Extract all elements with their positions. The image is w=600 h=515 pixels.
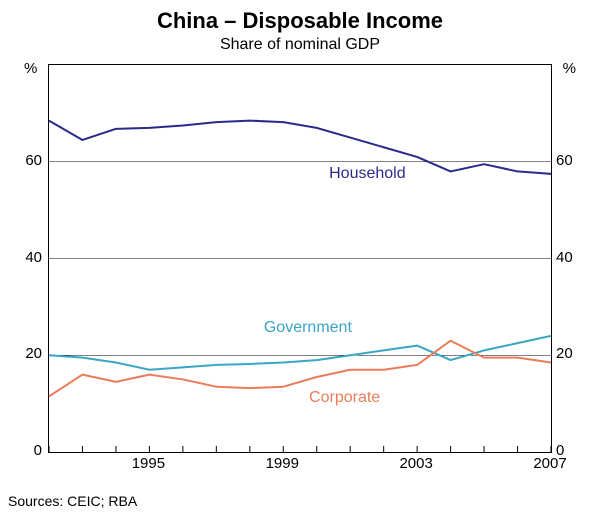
- series-label: Corporate: [309, 389, 380, 407]
- y-axis-unit-right: %: [563, 60, 576, 77]
- x-tick-label: 2003: [399, 455, 432, 472]
- y-tick-label-right: 40: [556, 249, 573, 266]
- y-tick-label-left: 60: [25, 152, 42, 169]
- y-tick-label-left: 40: [25, 249, 42, 266]
- chart-container: China – Disposable Income Share of nomin…: [0, 0, 600, 515]
- y-tick-label-left: 20: [25, 345, 42, 362]
- chart-subtitle: Share of nominal GDP: [0, 36, 600, 54]
- plot-area: [48, 64, 552, 453]
- y-tick-label-right: 20: [556, 345, 573, 362]
- x-tick-label: 1995: [132, 455, 165, 472]
- x-tick-label: 2007: [533, 455, 566, 472]
- x-tick-label: 1999: [266, 455, 299, 472]
- y-axis-unit-left: %: [24, 60, 37, 77]
- series-label: Household: [329, 165, 406, 183]
- y-tick-label-right: 60: [556, 152, 573, 169]
- y-tick-label-left: 0: [34, 442, 42, 459]
- sources-text: Sources: CEIC; RBA: [8, 493, 137, 509]
- chart-title: China – Disposable Income: [0, 0, 600, 34]
- series-label: Government: [264, 319, 352, 337]
- chart-svg: [49, 65, 551, 452]
